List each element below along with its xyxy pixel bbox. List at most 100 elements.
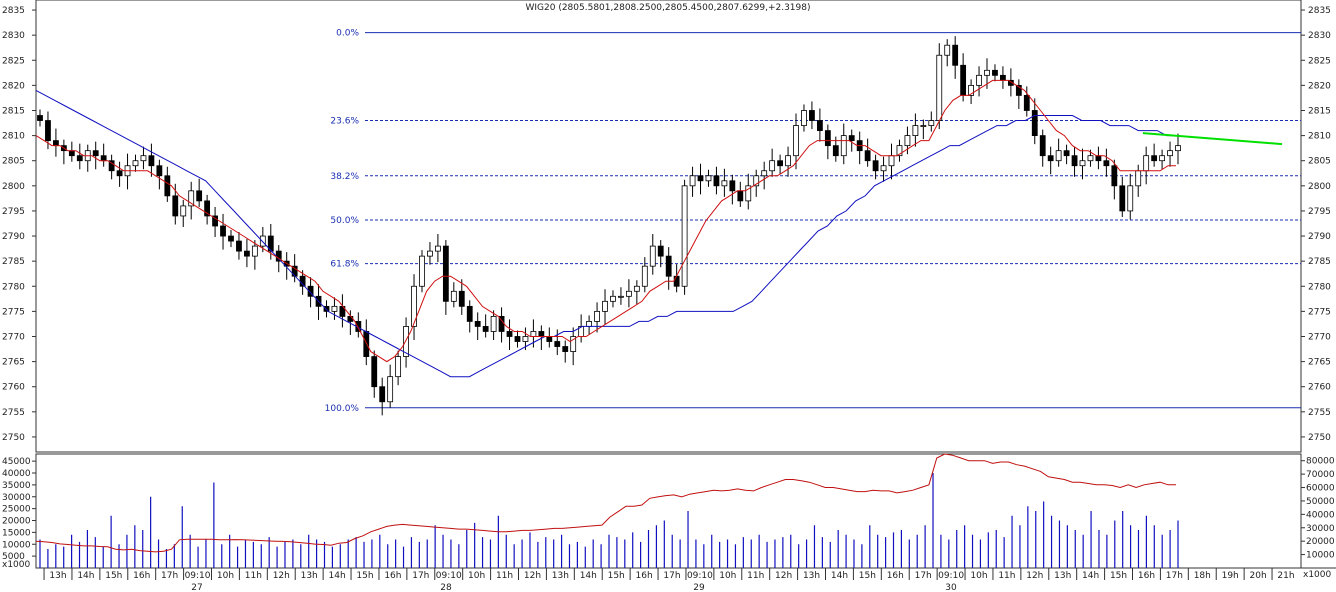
- vol-tick-label-left: 10000: [2, 540, 31, 550]
- time-tick-label: 13h: [1054, 571, 1071, 581]
- candle-body: [936, 54, 943, 121]
- candle-body: [68, 150, 75, 157]
- fib-label: 23.6%: [330, 117, 359, 127]
- time-axis: 13h 14h 15h 16h 17h 09:10 10h 11h 12h 13h 14h 15h 16…: [43, 568, 1295, 592]
- candle-body: [188, 190, 195, 207]
- time-tick-label: 09:10: [436, 571, 462, 581]
- vol-tick-label-left: 45000: [2, 457, 31, 467]
- fibonacci-levels: 0.0% 23.6% 38.2% 50.0% 61.8% 100.0%: [325, 29, 1301, 414]
- candle-body: [888, 155, 895, 167]
- price-tick-label-left: 2800: [2, 182, 25, 192]
- candle-body: [928, 120, 935, 126]
- candle-body: [697, 175, 704, 182]
- candle-body: [1095, 155, 1102, 162]
- candle-body: [753, 175, 760, 187]
- time-tick-label: 17h: [161, 571, 178, 581]
- time-tick-label: 15h: [1110, 571, 1127, 581]
- candle-body: [649, 245, 656, 267]
- time-tick-label: 11h: [998, 571, 1015, 581]
- candle-body: [721, 180, 728, 187]
- candle-body: [379, 386, 386, 403]
- fib-label: 61.8%: [330, 260, 359, 270]
- candle-body: [681, 185, 688, 287]
- price-tick-label-left: 2790: [2, 232, 25, 242]
- candle-body: [960, 64, 967, 96]
- candle-body: [1023, 95, 1030, 111]
- candle-body: [538, 331, 545, 337]
- vol-tick-label-right: 20000: [1306, 537, 1335, 547]
- volume-panel-frame: [35, 453, 1302, 569]
- price-tick-label-right: 2775: [1308, 307, 1331, 317]
- candle-body: [259, 235, 266, 247]
- candle-body: [904, 135, 911, 147]
- vol-tick-label-left: 25000: [2, 505, 31, 515]
- day-label: 27: [191, 583, 202, 592]
- time-tick-label: 18h: [1194, 571, 1211, 581]
- candle-body: [1055, 150, 1062, 162]
- candle-body: [1079, 160, 1086, 167]
- candle-body: [673, 275, 680, 287]
- candle-body: [506, 331, 513, 337]
- fib-label: 38.2%: [330, 172, 359, 182]
- time-tick-label: 16h: [384, 571, 401, 581]
- time-tick-label: 17h: [412, 571, 429, 581]
- price-tick-label-right: 2835: [1308, 6, 1331, 16]
- day-label: 28: [440, 583, 452, 592]
- candle-body: [832, 145, 839, 157]
- time-tick-label: 09:10: [185, 571, 211, 581]
- candle-body: [403, 326, 409, 357]
- candle-body: [204, 200, 211, 217]
- candle-body: [164, 175, 171, 197]
- time-tick-label: 13h: [552, 571, 569, 581]
- price-tick-label-right: 2790: [1308, 232, 1331, 242]
- candle-body: [148, 155, 155, 167]
- time-tick-label: 12h: [775, 571, 792, 581]
- time-tick-label: 16h: [133, 571, 150, 581]
- candle-body: [729, 180, 736, 192]
- candle-body: [1015, 84, 1022, 96]
- candle-body: [1000, 74, 1006, 81]
- price-tick-label-right: 2780: [1308, 282, 1331, 292]
- time-tick-label: 14h: [831, 571, 848, 581]
- candle-body: [140, 155, 147, 162]
- candle-body: [816, 120, 823, 131]
- price-tick-label-left: 2830: [2, 31, 25, 41]
- green-trendline: [1142, 132, 1283, 146]
- volume-left-unit: x1000: [2, 560, 31, 570]
- candle-body: [419, 255, 425, 287]
- candle-body: [1071, 155, 1078, 167]
- volume-axis: 5000100001500020000250003000035000400004…: [2, 457, 1335, 562]
- price-tick-label-left: 2765: [2, 358, 25, 368]
- candle-body: [251, 245, 258, 257]
- candle-body: [371, 356, 378, 388]
- candle-body: [530, 331, 537, 337]
- volume-bars: [39, 473, 1179, 568]
- candle-body: [602, 300, 608, 312]
- candle-body: [1103, 160, 1110, 167]
- candle-body: [474, 321, 481, 327]
- candle-body: [689, 175, 696, 187]
- candle-body: [610, 295, 616, 302]
- candle-body: [793, 125, 799, 157]
- candle-body: [801, 110, 807, 126]
- time-tick-label: 20h: [1250, 571, 1267, 581]
- vol-tick-label-right: 40000: [1306, 510, 1335, 520]
- volume-line: [35, 453, 1176, 553]
- time-tick-label: 10h: [719, 571, 736, 581]
- time-tick-label: 09:10: [687, 571, 713, 581]
- candle-body: [713, 175, 720, 187]
- time-tick-label: 14h: [1082, 571, 1099, 581]
- candle-body: [411, 285, 417, 327]
- candle-body: [100, 155, 107, 162]
- price-tick-label-left: 2815: [2, 106, 25, 116]
- candle-body: [196, 190, 203, 202]
- candle-body: [864, 150, 871, 162]
- price-tick-label-left: 2810: [2, 132, 25, 142]
- candle-body: [546, 336, 553, 342]
- time-tick-label: 17h: [663, 571, 680, 581]
- candle-body: [1047, 155, 1054, 162]
- time-tick-label: 17h: [1166, 571, 1183, 581]
- time-tick-label: 15h: [356, 571, 373, 581]
- candle-body: [220, 225, 226, 237]
- time-tick-label: 11h: [245, 571, 262, 581]
